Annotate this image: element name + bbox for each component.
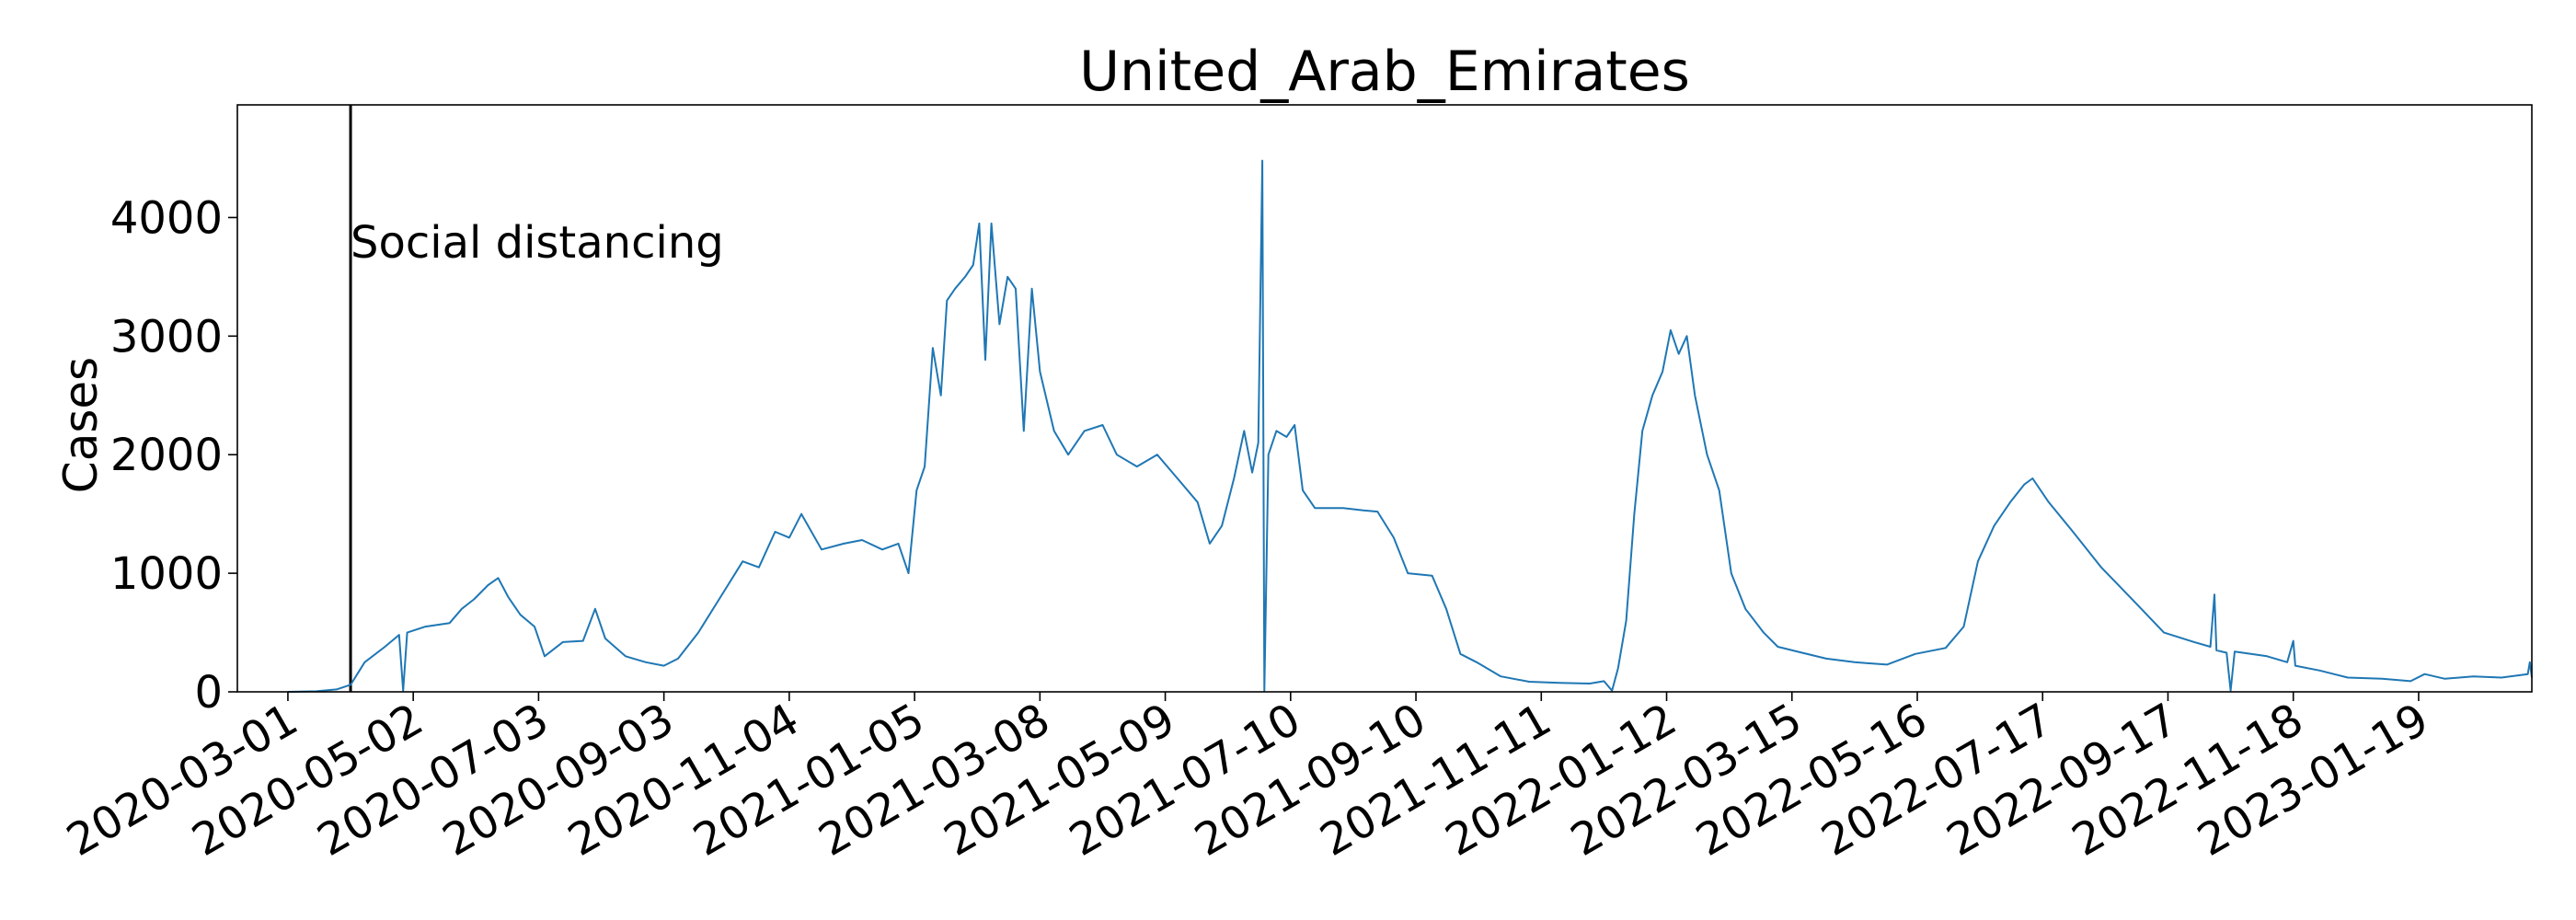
plot-area-frame (236, 104, 2533, 693)
x-axis: 2020-03-012020-05-022020-07-032020-09-03… (58, 692, 2437, 867)
y-axis: 0 1000 2000 3000 4000 (110, 192, 237, 719)
annotation-layer: Social distancing (349, 105, 724, 692)
annotation-label: Social distancing (351, 217, 724, 269)
y-tick-label: 2000 (110, 430, 223, 481)
y-tick-label: 1000 (110, 548, 223, 600)
y-tick-label: 3000 (110, 311, 223, 362)
y-axis-label: Cases (54, 357, 108, 493)
series-layer (287, 159, 2533, 693)
chart-title: United_Arab_Emirates (1079, 40, 1690, 104)
y-tick-label: 0 (194, 667, 223, 719)
series-line-0 (287, 159, 2533, 693)
y-tick-label: 4000 (110, 192, 223, 244)
